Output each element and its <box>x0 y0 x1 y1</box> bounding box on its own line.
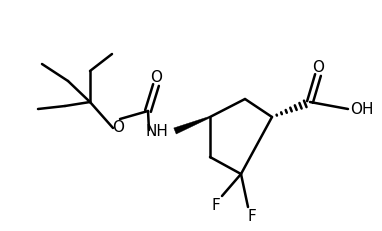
Text: F: F <box>212 198 220 213</box>
Text: NH: NH <box>146 124 168 139</box>
Text: OH: OH <box>350 102 374 117</box>
Text: O: O <box>312 60 324 75</box>
Polygon shape <box>174 117 210 134</box>
Text: F: F <box>248 209 256 224</box>
Text: O: O <box>112 119 124 134</box>
Text: O: O <box>150 70 162 85</box>
